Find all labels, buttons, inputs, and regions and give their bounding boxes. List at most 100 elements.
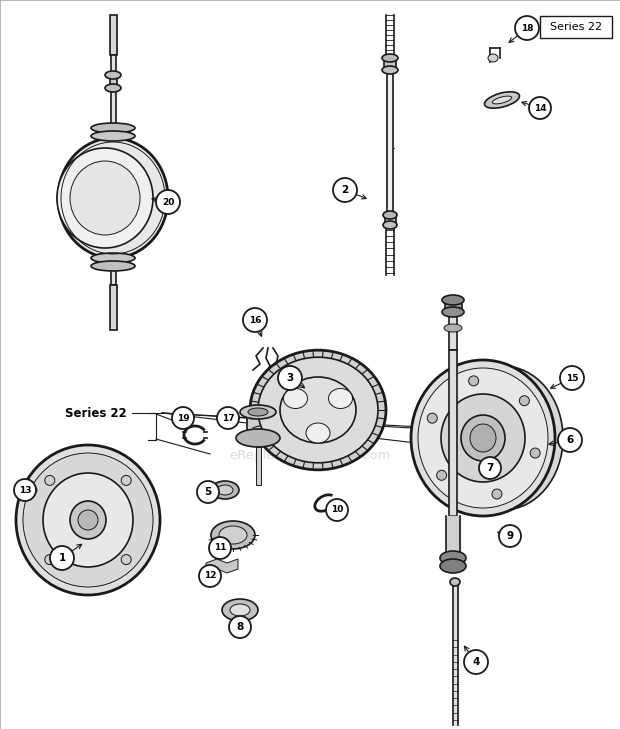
Circle shape <box>14 479 36 501</box>
Text: Series 22: Series 22 <box>65 407 126 419</box>
Circle shape <box>156 190 180 214</box>
Bar <box>384 215 396 225</box>
Text: 5: 5 <box>205 487 211 497</box>
Circle shape <box>333 178 357 202</box>
Text: eReplacementParts.com: eReplacementParts.com <box>229 448 391 461</box>
Ellipse shape <box>329 389 353 408</box>
Text: 16: 16 <box>249 316 261 324</box>
Ellipse shape <box>258 357 378 463</box>
Ellipse shape <box>211 481 239 499</box>
Circle shape <box>217 407 239 429</box>
Text: 3: 3 <box>286 373 294 383</box>
Text: 2: 2 <box>342 185 348 195</box>
Text: 18: 18 <box>521 23 533 33</box>
Ellipse shape <box>230 604 250 616</box>
Ellipse shape <box>450 578 460 586</box>
Bar <box>110 55 115 75</box>
Bar <box>449 312 457 350</box>
Bar <box>445 558 461 566</box>
Bar <box>110 75 117 88</box>
Text: 12: 12 <box>204 572 216 580</box>
Bar <box>255 447 260 485</box>
Circle shape <box>529 97 551 119</box>
Text: 6: 6 <box>567 435 574 445</box>
Ellipse shape <box>283 389 308 408</box>
Bar <box>110 88 115 128</box>
Ellipse shape <box>492 489 502 499</box>
Ellipse shape <box>105 84 121 92</box>
Circle shape <box>479 457 501 479</box>
Ellipse shape <box>23 485 37 495</box>
Text: 14: 14 <box>534 104 546 112</box>
Ellipse shape <box>217 485 233 495</box>
Ellipse shape <box>91 131 135 141</box>
Text: 8: 8 <box>236 622 244 632</box>
Ellipse shape <box>382 54 398 62</box>
Circle shape <box>515 16 539 40</box>
Ellipse shape <box>78 510 98 530</box>
Bar <box>110 15 117 55</box>
Text: 1: 1 <box>58 553 66 563</box>
Text: 15: 15 <box>565 373 578 383</box>
Ellipse shape <box>70 161 140 235</box>
Circle shape <box>464 650 488 674</box>
Ellipse shape <box>58 138 168 258</box>
Bar <box>110 266 115 285</box>
Ellipse shape <box>280 377 356 443</box>
Ellipse shape <box>444 324 462 332</box>
Ellipse shape <box>520 396 529 406</box>
Bar <box>110 285 117 330</box>
Circle shape <box>197 481 219 503</box>
Bar <box>104 258 122 266</box>
Ellipse shape <box>222 599 258 621</box>
Text: Series 22: Series 22 <box>550 22 602 32</box>
Ellipse shape <box>211 521 255 549</box>
Ellipse shape <box>219 526 247 544</box>
Circle shape <box>499 525 521 547</box>
Ellipse shape <box>436 470 446 480</box>
Ellipse shape <box>45 475 55 486</box>
Text: 4: 4 <box>472 657 480 667</box>
Circle shape <box>243 308 267 332</box>
Text: 19: 19 <box>177 413 189 423</box>
Ellipse shape <box>236 429 280 447</box>
Text: 20: 20 <box>162 198 174 206</box>
Ellipse shape <box>383 221 397 229</box>
Circle shape <box>278 366 302 390</box>
Ellipse shape <box>442 307 464 317</box>
Ellipse shape <box>411 360 555 516</box>
Ellipse shape <box>427 413 437 423</box>
Ellipse shape <box>16 445 160 595</box>
Ellipse shape <box>530 448 540 458</box>
Circle shape <box>172 407 194 429</box>
Text: 7: 7 <box>486 463 494 473</box>
Bar <box>449 350 457 516</box>
Text: 9: 9 <box>507 531 513 541</box>
Ellipse shape <box>43 473 133 567</box>
Ellipse shape <box>91 253 135 263</box>
Bar <box>384 58 396 70</box>
Ellipse shape <box>442 295 464 305</box>
Ellipse shape <box>70 501 106 539</box>
Text: 13: 13 <box>19 486 31 494</box>
Ellipse shape <box>492 96 512 104</box>
Text: 11: 11 <box>214 544 226 553</box>
Ellipse shape <box>488 54 498 62</box>
Ellipse shape <box>484 92 520 108</box>
Ellipse shape <box>383 211 397 219</box>
Ellipse shape <box>469 376 479 386</box>
Bar <box>387 70 393 228</box>
Ellipse shape <box>45 555 55 564</box>
Circle shape <box>50 546 74 570</box>
Bar <box>104 128 122 136</box>
Ellipse shape <box>91 123 135 133</box>
Circle shape <box>326 499 348 521</box>
Ellipse shape <box>440 559 466 573</box>
Ellipse shape <box>461 415 505 461</box>
Ellipse shape <box>248 408 268 416</box>
Circle shape <box>560 366 584 390</box>
Ellipse shape <box>105 71 121 79</box>
Ellipse shape <box>121 475 131 486</box>
Polygon shape <box>206 559 238 573</box>
Ellipse shape <box>57 148 153 248</box>
